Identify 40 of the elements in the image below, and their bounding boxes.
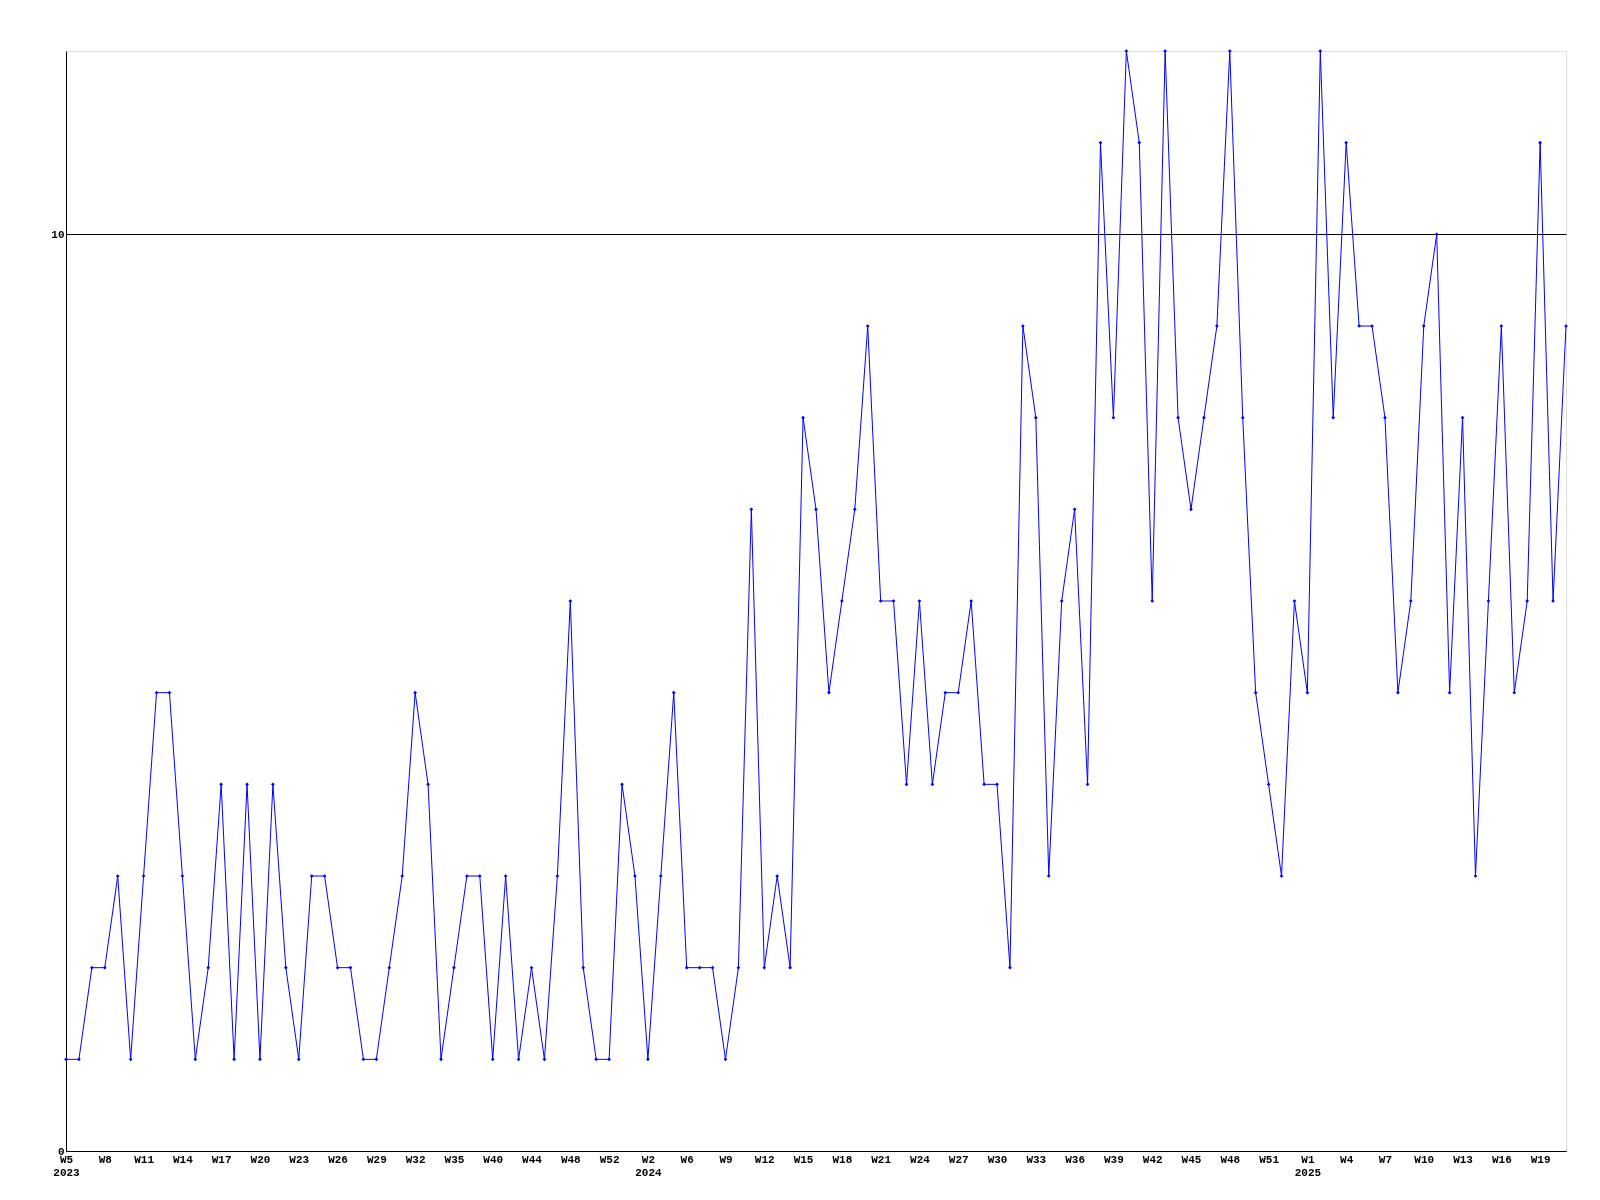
- x-tick-label: W39: [1104, 1153, 1124, 1166]
- x-tick-label: W30: [987, 1153, 1008, 1166]
- x-tick-label: W36: [1065, 1153, 1086, 1166]
- x-tick-label: W17: [211, 1153, 232, 1166]
- x-tick-label: W27: [948, 1153, 969, 1166]
- x-tick-label: W7: [1378, 1153, 1393, 1166]
- x-tick-label: W6: [680, 1153, 694, 1166]
- x-tick-label: W48: [560, 1153, 582, 1166]
- x-tick-label: W16: [1491, 1153, 1512, 1166]
- x-tick-label: W5 2023: [53, 1153, 81, 1179]
- x-tick-label: W29: [366, 1153, 387, 1166]
- x-tick-label: W14: [172, 1153, 194, 1166]
- x-tick-label: W24: [910, 1153, 931, 1166]
- y-tick-label: 10: [51, 228, 65, 241]
- x-tick-label: W44: [522, 1153, 543, 1166]
- x-tick-label: W45: [1181, 1153, 1202, 1166]
- x-tick-label: W35: [444, 1153, 465, 1166]
- x-tick-label: W19: [1530, 1153, 1551, 1166]
- x-tick-label: W18: [832, 1153, 853, 1166]
- x-tick-label: W20: [250, 1153, 271, 1166]
- x-tick-label: W11: [134, 1153, 155, 1166]
- x-tick-label: W15: [793, 1153, 814, 1166]
- x-tick-label: W21: [871, 1153, 892, 1166]
- x-tick-label: W4: [1340, 1153, 1354, 1166]
- x-tick-label: W13: [1453, 1153, 1474, 1166]
- x-tick-label: W26: [328, 1153, 348, 1166]
- x-tick-label: W12: [754, 1153, 775, 1166]
- x-tick-label: W33: [1026, 1153, 1047, 1166]
- x-tick-label: W51: [1259, 1153, 1280, 1166]
- x-tick-label: W1 2025: [1294, 1153, 1322, 1179]
- x-tick-label: W42: [1142, 1153, 1163, 1166]
- x-tick-label: W9: [719, 1153, 733, 1166]
- x-tick-label: W32: [405, 1153, 426, 1166]
- x-tick-label: W52: [599, 1153, 620, 1166]
- x-tick-label: W40: [483, 1153, 504, 1166]
- x-tick-label: W23: [289, 1153, 310, 1166]
- x-tick-label: W8: [98, 1153, 113, 1166]
- x-tick-label: W2 2024: [635, 1153, 662, 1179]
- x-tick-label: W48: [1220, 1153, 1241, 1166]
- x-tick-label: W10: [1414, 1153, 1435, 1166]
